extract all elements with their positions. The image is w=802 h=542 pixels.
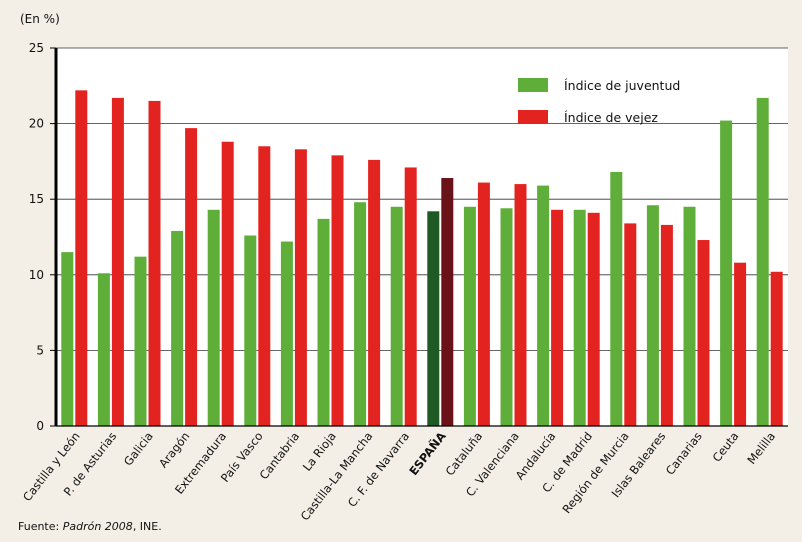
bar-indice-juventud bbox=[171, 230, 184, 426]
bar-indice-vejez bbox=[221, 141, 234, 426]
source-suffix: , INE. bbox=[132, 520, 162, 533]
y-tick-label: 20 bbox=[29, 117, 44, 131]
bar-indice-vejez bbox=[404, 167, 417, 426]
bar-indice-vejez bbox=[148, 100, 161, 427]
y-tick-label: 15 bbox=[29, 192, 44, 206]
legend-label-vejez: Índice de vejez bbox=[564, 110, 658, 125]
bar-indice-vejez bbox=[587, 212, 600, 426]
bar-indice-vejez bbox=[441, 178, 454, 426]
bar-indice-juventud bbox=[244, 235, 257, 426]
bar-indice-juventud bbox=[61, 252, 74, 426]
bar-indice-vejez bbox=[111, 97, 124, 427]
bar-indice-vejez bbox=[294, 149, 307, 426]
source-prefix: Fuente: bbox=[18, 520, 63, 533]
x-tick-label: Melilla bbox=[744, 429, 778, 467]
x-tick-label: La Rioja bbox=[300, 429, 339, 474]
source-note: Fuente: Padrón 2008, INE. bbox=[18, 520, 162, 533]
plot-area bbox=[56, 48, 788, 426]
bar-indice-juventud bbox=[317, 218, 330, 426]
y-tick-label: 5 bbox=[36, 343, 44, 357]
bar-indice-vejez bbox=[624, 223, 637, 426]
bar-indice-juventud bbox=[500, 208, 513, 426]
x-tick-label: Región de Murcia bbox=[559, 429, 631, 516]
bar-indice-juventud bbox=[756, 97, 769, 427]
bar-indice-vejez bbox=[697, 240, 710, 426]
bar-indice-juventud bbox=[646, 205, 659, 426]
bar-indice-vejez bbox=[258, 146, 271, 426]
legend-swatch-vejez bbox=[518, 110, 548, 124]
bar-indice-vejez bbox=[75, 90, 88, 426]
bar-indice-juventud bbox=[97, 273, 110, 426]
bar-indice-juventud bbox=[427, 211, 440, 426]
bar-indice-juventud bbox=[683, 206, 696, 426]
bar-indice-juventud bbox=[610, 171, 623, 426]
legend: Índice de juventud Índice de vejez bbox=[518, 78, 680, 125]
x-tick-label: Ceuta bbox=[710, 429, 742, 464]
y-tick-label: 10 bbox=[29, 268, 44, 282]
y-tick-label: 25 bbox=[29, 41, 44, 55]
bar-indice-vejez bbox=[331, 155, 344, 427]
bar-indice-juventud bbox=[207, 209, 220, 426]
bar-indice-vejez bbox=[477, 182, 490, 426]
x-tick-label: Aragón bbox=[156, 429, 192, 470]
bar-indice-juventud bbox=[134, 256, 147, 426]
bar-indice-juventud bbox=[354, 202, 367, 426]
bar-indice-vejez bbox=[551, 209, 564, 426]
bar-indice-vejez bbox=[185, 128, 198, 427]
x-tick-label: Canarias bbox=[663, 429, 705, 477]
bar-indice-vejez bbox=[770, 271, 783, 426]
bar-indice-vejez bbox=[514, 184, 527, 426]
y-tick-label: 0 bbox=[36, 419, 44, 433]
bar-indice-juventud bbox=[280, 241, 293, 426]
x-tick-label: Galicia bbox=[121, 429, 156, 468]
source-title: Padrón 2008 bbox=[62, 520, 133, 533]
y-axis-ticks: 0 5 10 15 20 25 bbox=[29, 41, 56, 433]
bars bbox=[61, 90, 783, 427]
unit-label: (En %) bbox=[20, 12, 60, 26]
bar-indice-juventud bbox=[573, 209, 586, 426]
legend-label-juventud: Índice de juventud bbox=[564, 78, 680, 93]
bar-indice-vejez bbox=[368, 159, 381, 426]
bar-indice-juventud bbox=[537, 185, 550, 426]
bar-indice-juventud bbox=[720, 120, 733, 427]
bar-indice-juventud bbox=[463, 206, 476, 426]
bar-indice-vejez bbox=[734, 262, 747, 426]
bar-indice-vejez bbox=[660, 224, 673, 426]
bar-indice-juventud bbox=[390, 206, 403, 426]
legend-swatch-juventud bbox=[518, 78, 548, 92]
